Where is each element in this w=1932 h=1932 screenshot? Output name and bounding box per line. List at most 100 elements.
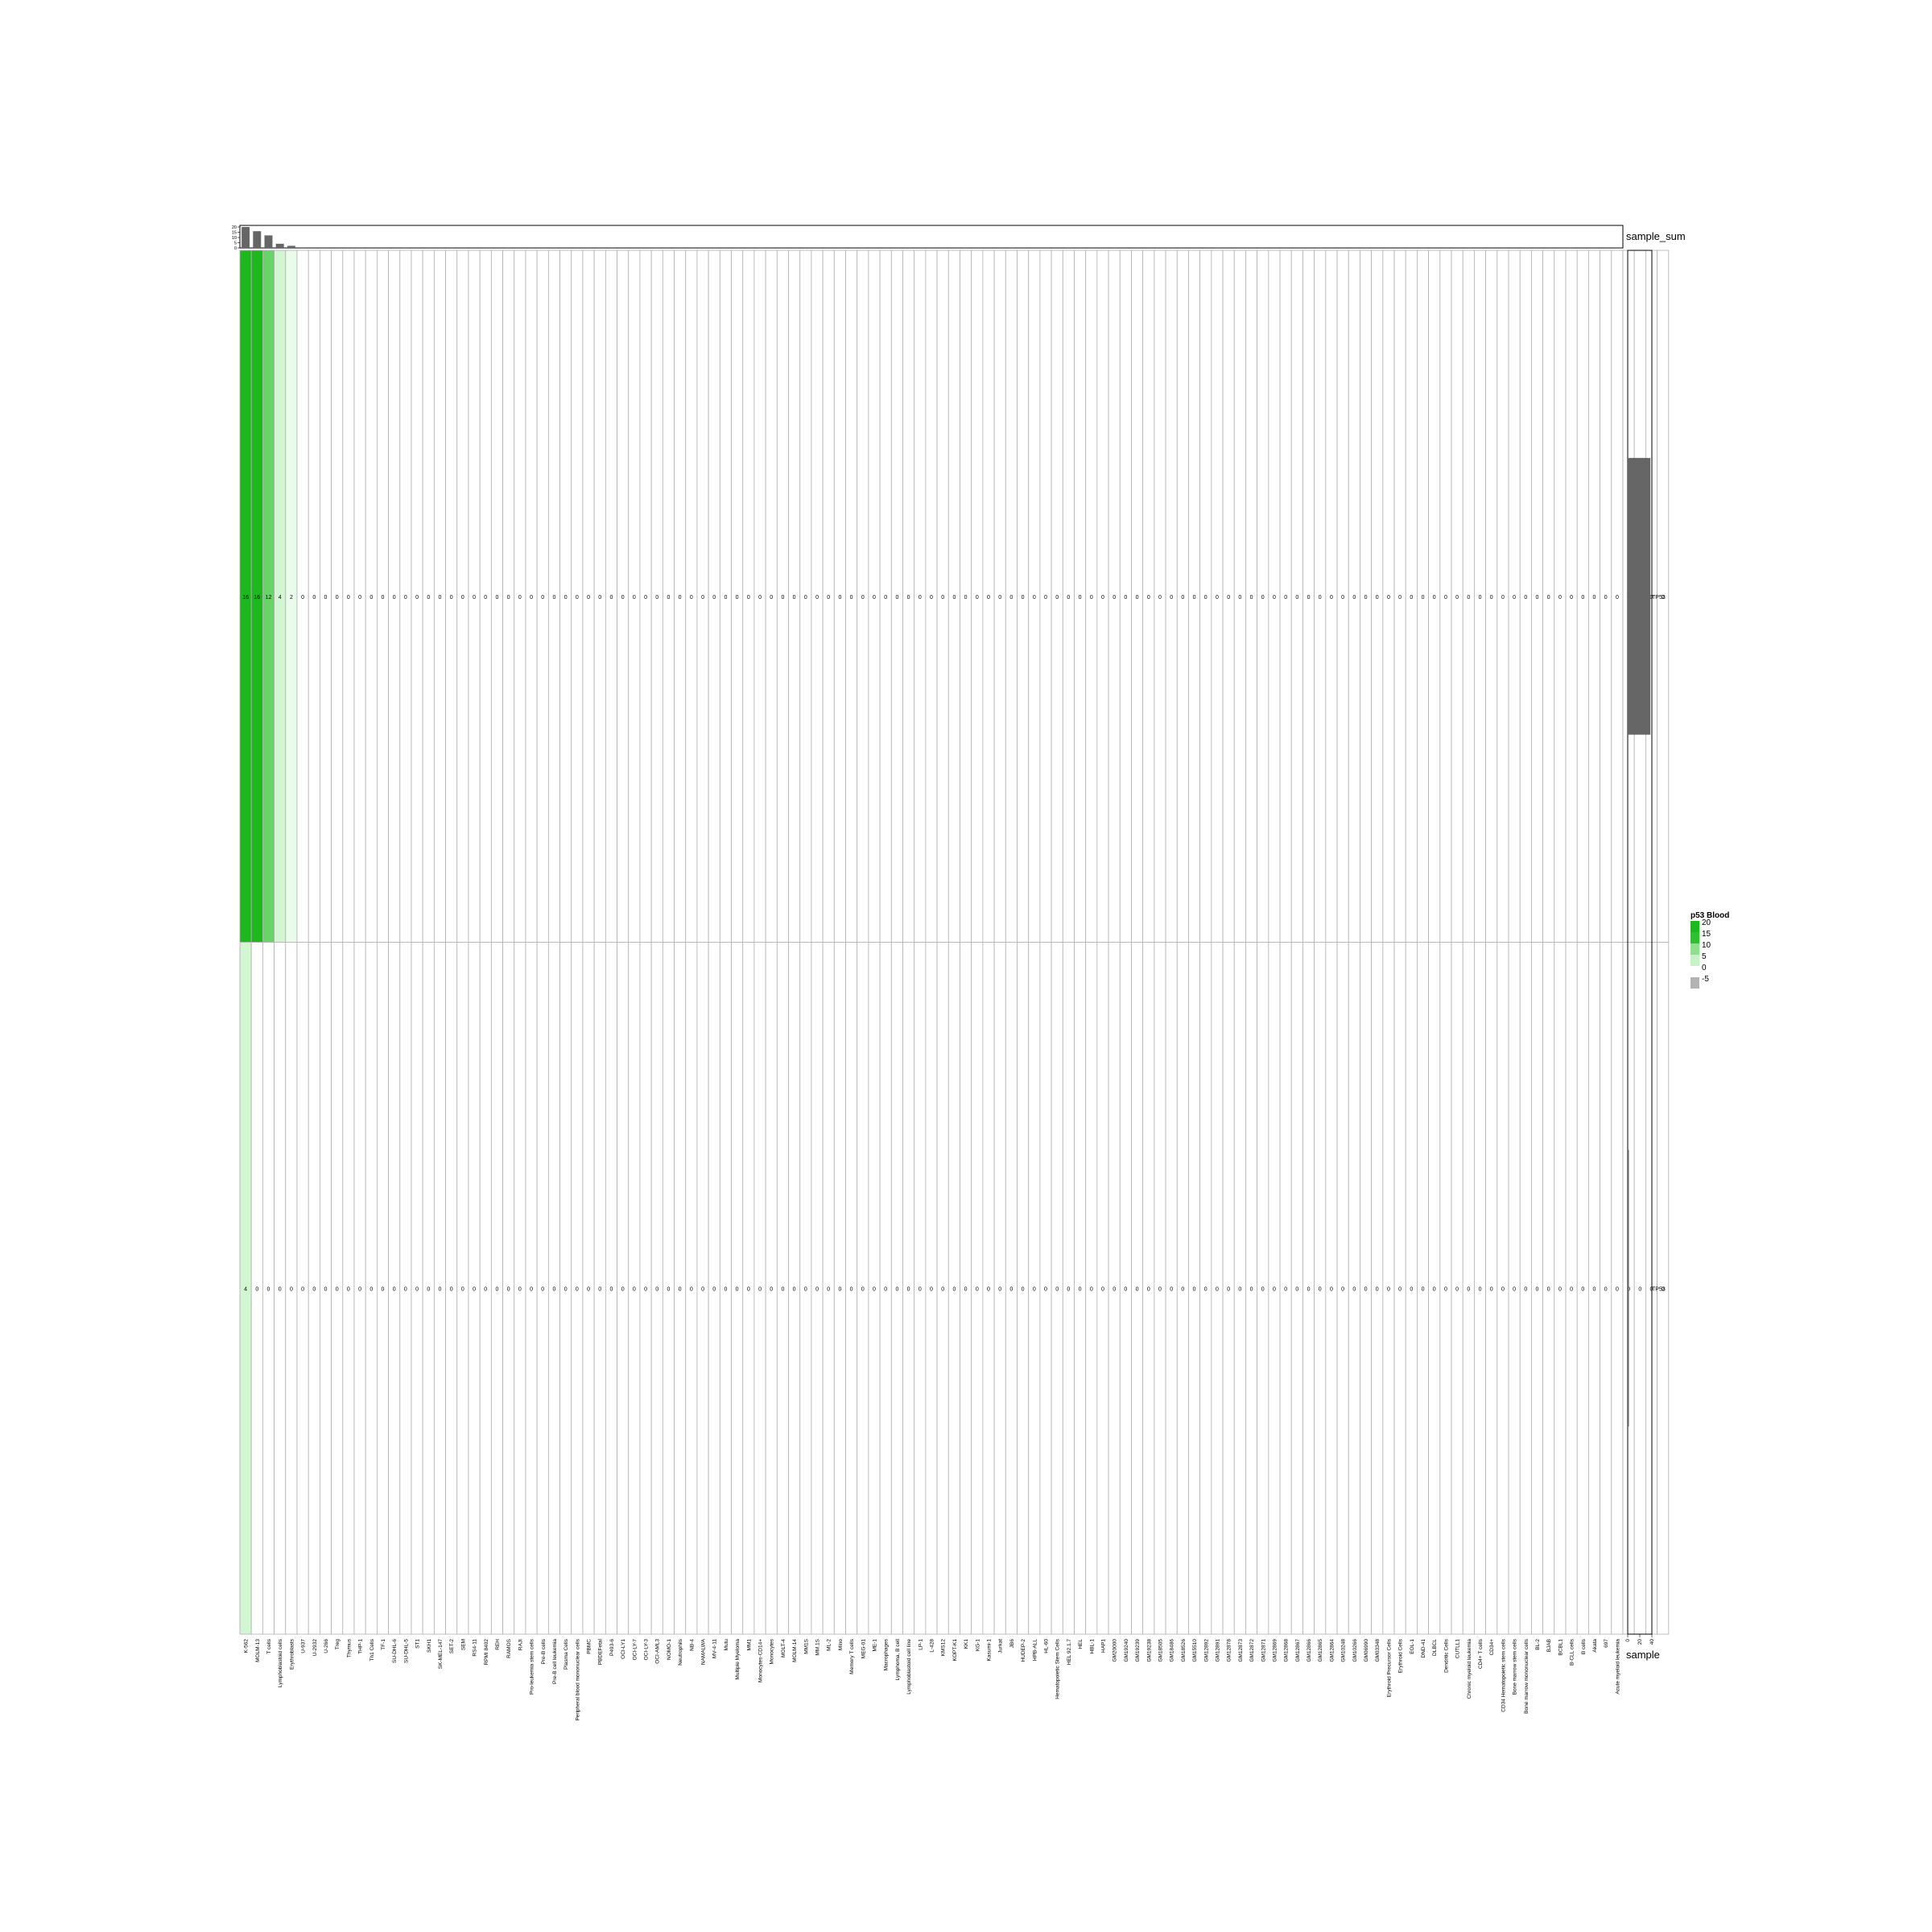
cell-value-label: 0 xyxy=(1147,1286,1150,1292)
cell-value-label: 0 xyxy=(952,1286,956,1292)
column-label: U-266 xyxy=(324,1639,329,1653)
column-label: GM12872 xyxy=(1249,1639,1255,1662)
sample-sum-bar xyxy=(1430,247,1439,248)
cell-value-label: 0 xyxy=(369,1286,373,1292)
column-label: GM12866 xyxy=(1307,1639,1312,1662)
cell-value-label: 0 xyxy=(1364,595,1368,601)
cell-value-label: 0 xyxy=(1558,595,1562,601)
sample-sum-bar xyxy=(1018,247,1027,248)
cell-value-label: 0 xyxy=(781,1286,784,1292)
right-axis-tick-label: 20 xyxy=(1637,1639,1643,1645)
cell-value-label: 0 xyxy=(564,1286,568,1292)
cell-value-label: 0 xyxy=(279,1286,282,1292)
sample-sum-bar xyxy=(299,247,308,248)
sample-sum-bar xyxy=(824,247,833,248)
cell-value-label: 0 xyxy=(1284,1286,1287,1292)
cell-value-label: 0 xyxy=(347,1286,350,1292)
cell-value-label: 0 xyxy=(609,595,613,601)
cell-value-label: 0 xyxy=(1376,595,1379,601)
legend-swatch xyxy=(1690,943,1699,955)
column-label: HEL 92.1.7 xyxy=(1067,1639,1072,1666)
column-label: BL-2 xyxy=(1535,1639,1541,1650)
sample-sum-bar xyxy=(356,247,365,248)
column-label: LP-1 xyxy=(918,1639,923,1650)
cell-value-label: 0 xyxy=(1410,1286,1413,1292)
cell-value-label: 0 xyxy=(1216,1286,1219,1292)
legend-title: p53 Blood xyxy=(1690,911,1729,920)
cell-value-label: 0 xyxy=(382,595,385,601)
cell-value-label: 0 xyxy=(312,595,316,601)
cell-value-label: 0 xyxy=(358,1286,361,1292)
cell-value-label: 0 xyxy=(850,1286,853,1292)
column-label: GM19238 xyxy=(1146,1639,1152,1662)
sample-sum-bar xyxy=(242,227,250,248)
cell-value-label: 0 xyxy=(255,1286,258,1292)
top-axis-tick-label: 0 xyxy=(234,246,237,251)
column-label: Pre-B cell leukemia xyxy=(552,1639,558,1684)
cell-value-label: 0 xyxy=(1033,595,1036,601)
sample-sum-bar xyxy=(733,247,741,248)
column-label: KG-1 xyxy=(975,1639,980,1652)
cell-value-label: 0 xyxy=(1009,1286,1013,1292)
sample-sum-bar xyxy=(275,243,284,248)
sample-sum-bar xyxy=(687,247,696,248)
column-label: Plasma Cells xyxy=(564,1638,569,1670)
cell-value-label: 0 xyxy=(770,1286,773,1292)
column-label: SK-MEL-147 xyxy=(438,1639,444,1670)
sample-sum-bar xyxy=(1590,247,1599,248)
cell-value-label: 0 xyxy=(987,595,990,601)
cell-value-label: 0 xyxy=(382,1286,385,1292)
cell-value-label: 0 xyxy=(587,1286,590,1292)
cell-value-label: 0 xyxy=(907,1286,910,1292)
column-label: Th1 Cells xyxy=(369,1638,375,1661)
cell-value-label: 0 xyxy=(1090,1286,1093,1292)
cell-value-label: 0 xyxy=(1090,595,1093,601)
sample-sum-bar xyxy=(1533,247,1542,248)
cell-value-label: 0 xyxy=(404,1286,407,1292)
cell-value-label: 0 xyxy=(473,1286,476,1292)
column-label: Bone marrow stem cells xyxy=(1513,1638,1518,1695)
cell-value-label: 0 xyxy=(576,1286,579,1292)
cell-value-label: 0 xyxy=(758,595,762,601)
heatmap-row-labels: TP53 TP53 xyxy=(1652,595,1666,1293)
cell-value-label: 0 xyxy=(919,595,922,601)
cell-value-label: 0 xyxy=(815,1286,819,1292)
cell-value-label: 0 xyxy=(1604,1286,1608,1292)
cell-value-label: 0 xyxy=(1558,1286,1562,1292)
column-label: ML-2 xyxy=(827,1639,832,1651)
column-label: HPB-ALL xyxy=(1032,1639,1038,1661)
cell-value-label: 0 xyxy=(1593,595,1596,601)
cell-value-label: 0 xyxy=(1547,595,1550,601)
sample-sum-bar xyxy=(1601,247,1610,248)
column-label: Monocytes-CD14+ xyxy=(758,1639,764,1682)
sample-sum-bar xyxy=(1498,247,1507,248)
sample-sum-bar xyxy=(515,247,524,248)
sample-sum-bar xyxy=(1567,247,1576,248)
legend-tick-labels: 20 15 10 5 0 -5 xyxy=(1702,919,1711,984)
cell-value-label: 0 xyxy=(301,1286,304,1292)
right-annotation-label: sample xyxy=(1626,1649,1660,1661)
column-label: PBDEFetal xyxy=(598,1638,604,1665)
cell-value-label: 0 xyxy=(1455,1286,1459,1292)
cell-value-label: 0 xyxy=(1044,1286,1047,1292)
cell-value-label: 0 xyxy=(1204,595,1208,601)
sample-sum-bar xyxy=(972,247,981,248)
column-label: GM12891 xyxy=(1215,1639,1220,1662)
cell-value-label: 0 xyxy=(690,595,693,601)
cell-value-label: 0 xyxy=(598,595,601,601)
column-label: GM20000 xyxy=(1113,1639,1118,1662)
heatmap-cells xyxy=(239,250,1670,1635)
sample-sum-bar xyxy=(1407,247,1416,248)
sample-sum-bar xyxy=(253,231,262,248)
column-label: THP-1 xyxy=(358,1639,364,1654)
cell-value-label: 0 xyxy=(1581,1286,1584,1292)
sample-sum-bar xyxy=(1269,247,1278,248)
cell-value-label: 0 xyxy=(1147,595,1150,601)
sample-sum-bar xyxy=(858,247,867,248)
sample-sum-bar xyxy=(1064,247,1073,248)
column-label: 697 xyxy=(1604,1639,1609,1648)
column-label: JB6 xyxy=(1009,1639,1015,1649)
top-axis-tick-label: 20 xyxy=(232,225,237,230)
cell-value-label: 0 xyxy=(690,1286,693,1292)
